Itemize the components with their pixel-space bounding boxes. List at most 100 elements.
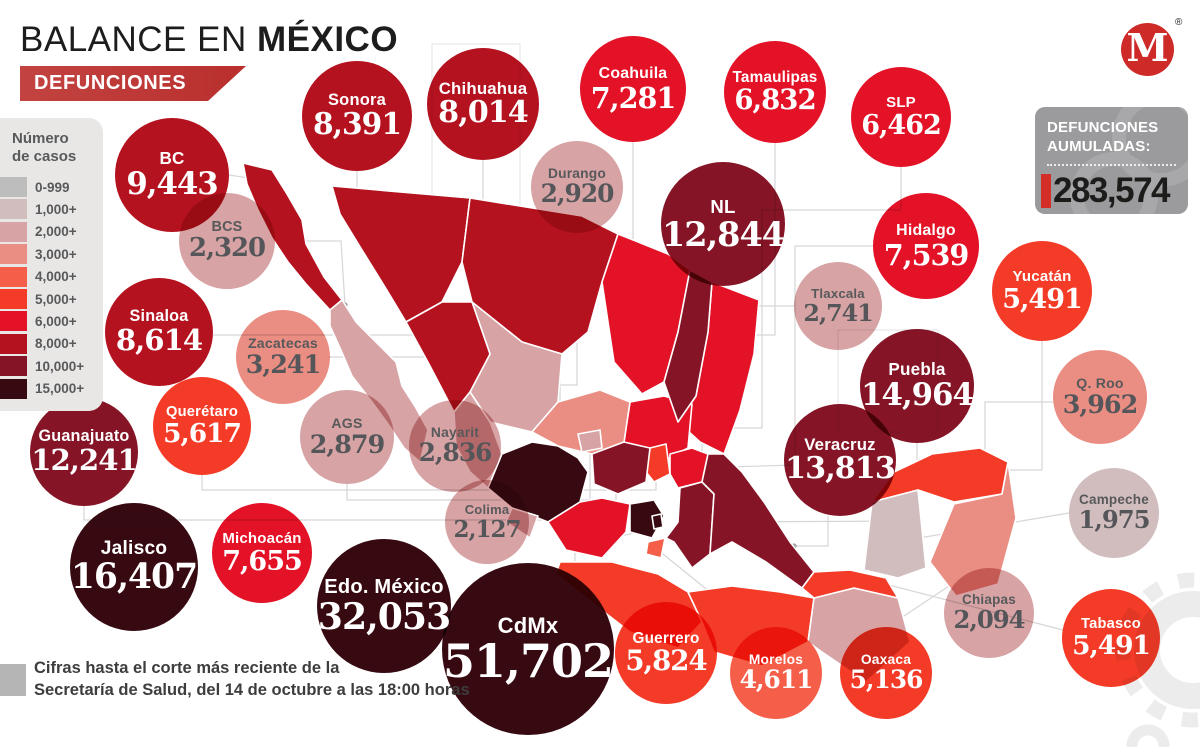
dotted-divider — [1047, 163, 1176, 166]
page-title: BALANCE EN MÉXICO — [20, 20, 398, 60]
legend-panel: Número de casos 0-999 1,000+ 2,000+ 3,000+ 4… — [0, 118, 103, 411]
red-accent-bar — [1041, 173, 1051, 208]
defunciones-banner: DEFUNCIONES — [20, 66, 246, 101]
legend-row: 0-999 — [0, 177, 103, 198]
state-bubble-cdmx — [442, 563, 614, 735]
legend-label: 0-999 — [35, 179, 70, 195]
legend-title-line1: Número — [12, 130, 69, 147]
state-bubble-bcs — [179, 193, 275, 289]
page-title-bold: MÉXICO — [256, 20, 399, 59]
state-bubble-colima — [445, 480, 529, 564]
legend-row: 5,000+ — [0, 289, 103, 310]
legend-row: 3,000+ — [0, 244, 103, 265]
legend-row: 4,000+ — [0, 266, 103, 287]
state-bubble-slp — [851, 67, 951, 167]
state-bubble-durango — [531, 141, 623, 233]
state-bubble-nayarit — [409, 400, 501, 492]
state-bubble-queretaro — [153, 377, 251, 475]
legend-label: 8,000+ — [35, 336, 77, 352]
stats-value-row: 283,574 — [1041, 171, 1188, 211]
legend-label: 3,000+ — [35, 246, 77, 262]
state-bubble-q-roo — [1053, 350, 1147, 444]
footnote: Cifras hasta el corte más reciente de la… — [34, 657, 470, 702]
map-state-campeche — [863, 489, 927, 579]
state-bubble-zacatecas — [236, 310, 330, 404]
state-bubble-chiapas — [944, 568, 1034, 658]
gear-watermark-small-icon — [1126, 724, 1170, 747]
state-bubble-guanajuato — [30, 398, 138, 506]
connector-line — [691, 245, 873, 469]
legend-swatch — [0, 244, 27, 265]
state-bubble-tlaxcala — [794, 262, 882, 350]
state-bubble-michoacan — [212, 503, 312, 603]
map-state-morelos — [645, 537, 666, 559]
footnote-line2: Secretaría de Salud, del 14 de octubre a… — [34, 681, 470, 700]
legend-swatch — [0, 378, 27, 399]
logo-letter: M — [1126, 25, 1169, 70]
accumulated-deaths-title: DEFUNCIONES AUMULADAS: — [1047, 119, 1176, 157]
state-bubble-nl — [661, 162, 785, 286]
legend-swatch — [0, 311, 27, 332]
legend-row: 8,000+ — [0, 333, 103, 354]
legend-label: 2,000+ — [35, 224, 77, 240]
state-bubble-morelos — [730, 627, 822, 719]
state-bubble-puebla — [860, 329, 974, 443]
legend-swatch — [0, 356, 27, 377]
map-state-tabasco — [801, 569, 899, 599]
state-bubble-sonora — [302, 61, 412, 171]
state-bubble-hidalgo — [873, 193, 979, 299]
legend-row: 15,000+ — [0, 378, 103, 399]
connector-line — [794, 516, 829, 547]
map-state-q-roo — [929, 461, 1017, 597]
stats-title-line2: AUMULADAS: — [1047, 137, 1151, 155]
legend-row: 6,000+ — [0, 311, 103, 332]
accumulated-deaths-value: 283,574 — [1053, 170, 1171, 210]
milenio-logo: M — [1121, 23, 1174, 76]
footnote-line1: Cifras hasta el corte más reciente de la — [34, 659, 340, 677]
legend-label: 1,000+ — [35, 201, 77, 217]
legend-swatch — [0, 199, 27, 220]
map-state-sinaloa — [405, 301, 491, 413]
stats-title-line1: DEFUNCIONES — [1047, 119, 1159, 136]
map-state-guanajuato — [591, 441, 651, 495]
state-bubble-oaxaca — [840, 627, 932, 719]
map-state-michoacan — [547, 497, 631, 559]
legend-title: Número de casos — [12, 130, 103, 167]
legend-row: 1,000+ — [0, 199, 103, 220]
legend-swatch — [0, 177, 27, 198]
legend-label: 10,000+ — [35, 358, 85, 374]
state-bubble-campeche — [1069, 468, 1159, 558]
legend-swatch — [0, 266, 27, 287]
legend-label: 4,000+ — [35, 269, 77, 285]
map-state-nl — [663, 269, 713, 423]
state-bubble-sinaloa — [105, 278, 213, 386]
accumulated-deaths-box: DEFUNCIONES AUMULADAS: 283,574 — [1035, 107, 1188, 214]
registered-mark-icon: ® — [1175, 17, 1183, 28]
state-bubble-ags — [300, 390, 394, 484]
state-bubble-yucatan — [992, 241, 1092, 341]
legend-row: 10,000+ — [0, 356, 103, 377]
legend-swatch — [0, 333, 27, 354]
legend-title-line2: de casos — [12, 148, 77, 166]
state-bubble-tabasco — [1062, 589, 1160, 687]
page-title-regular: BALANCE EN — [20, 20, 247, 59]
legend-label: 15,000+ — [35, 381, 85, 397]
map-state-puebla — [665, 481, 715, 569]
legend-row: 2,000+ — [0, 221, 103, 242]
footnote-marker — [0, 664, 26, 696]
state-bubble-coahuila — [580, 36, 686, 142]
legend-swatch — [0, 289, 27, 310]
state-bubble-veracruz — [784, 404, 896, 516]
state-bubble-tamaulipas — [724, 41, 826, 143]
state-bubble-chihuahua — [427, 48, 539, 160]
map-state-cdmx — [651, 513, 664, 530]
legend-rows: 0-999 1,000+ 2,000+ 3,000+ 4,000+ 5,000+ 6,000… — [0, 177, 103, 400]
legend-swatch — [0, 221, 27, 242]
state-bubble-jalisco — [70, 503, 198, 631]
state-bubble-guerrero — [615, 602, 717, 704]
legend-label: 5,000+ — [35, 291, 77, 307]
map-state-ags — [577, 429, 603, 453]
state-bubble-edo-mexico — [317, 539, 451, 673]
